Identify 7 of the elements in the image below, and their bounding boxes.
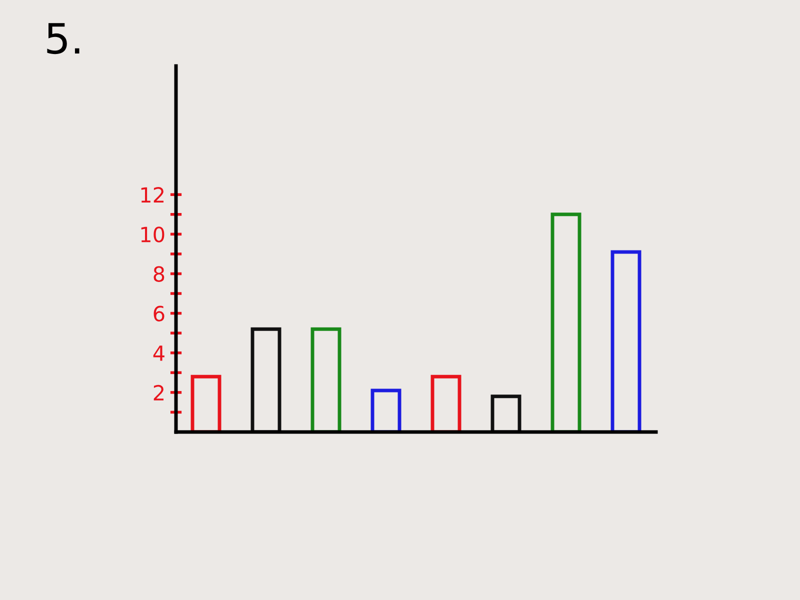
- y-tick-label: 6: [154, 306, 164, 322]
- y-tick-label: 8: [154, 266, 164, 282]
- y-tick-label: 12: [141, 187, 164, 203]
- y-tick-label: 10: [141, 226, 164, 242]
- y-tick-label: 4: [153, 346, 164, 361]
- chart-title: 5.: [47, 23, 80, 54]
- y-tick-label: 2: [154, 384, 164, 400]
